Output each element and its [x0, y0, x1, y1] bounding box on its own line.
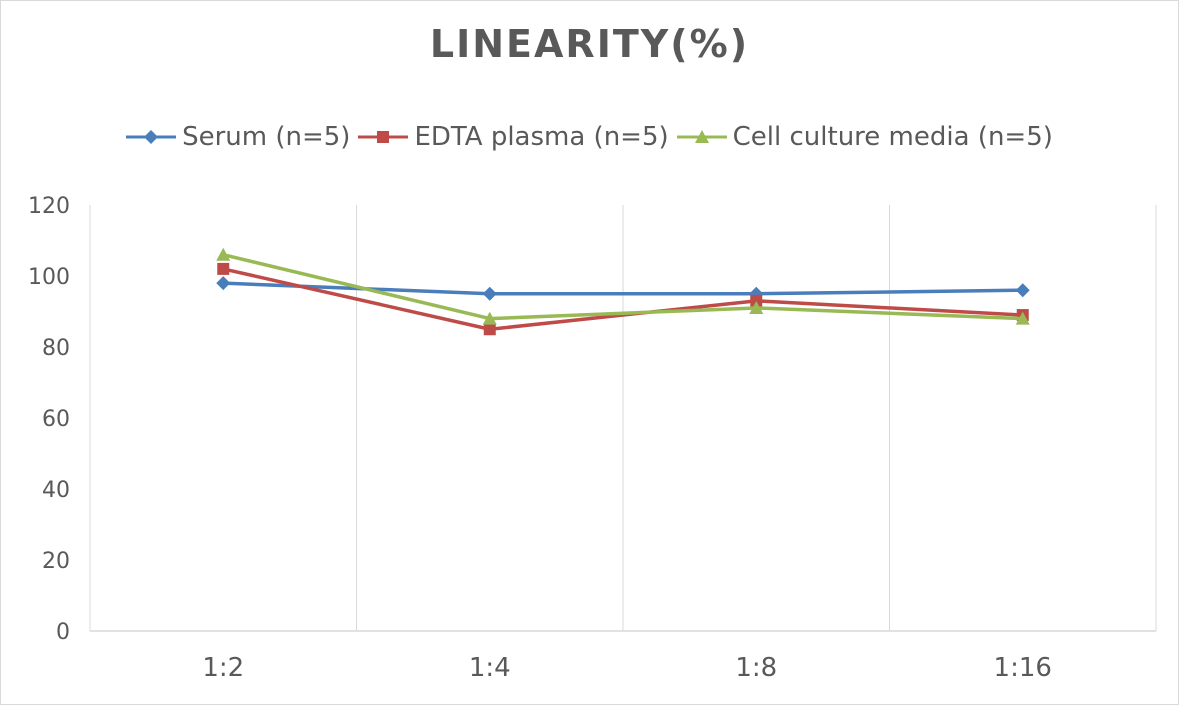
y-tick-label: 120: [28, 194, 70, 219]
series-line-1: [222, 267, 1023, 331]
legend-label-edta: EDTA plasma (n=5): [414, 122, 669, 152]
data-point-edta: [483, 323, 496, 336]
y-tick-label: 20: [42, 549, 70, 574]
data-point-cell-culture: [216, 247, 231, 261]
legend-marker-edta: [358, 131, 409, 143]
x-tick-label: 1:16: [994, 653, 1052, 683]
data-point-serum: [482, 286, 497, 301]
data-point-edta: [750, 294, 763, 307]
y-tick-label: 0: [56, 620, 70, 645]
y-tick-label: 60: [42, 407, 70, 432]
y-tick-label: 80: [42, 336, 70, 361]
legend-label-serum: Serum (n=5): [182, 122, 351, 152]
chart-title: LINEARITY(%): [429, 22, 750, 66]
data-point-cell-culture: [749, 300, 764, 314]
x-tick-label: 1:8: [735, 653, 777, 683]
data-point-serum: [1015, 283, 1030, 298]
x-tick-label: 1:4: [469, 653, 511, 683]
legend-label-cell-culture: Cell culture media (n=5): [732, 122, 1053, 152]
data-point-serum: [216, 276, 231, 291]
data-point-cell-culture: [482, 311, 497, 325]
y-tick-label: 40: [42, 478, 70, 503]
data-point-cell-culture: [1015, 311, 1030, 325]
legend-marker-serum: [126, 130, 177, 144]
legend-marker-cell-culture: [676, 130, 727, 143]
legend-item-serum: Serum (n=5): [126, 122, 350, 152]
y-tick-label: 100: [28, 265, 70, 290]
data-point-edta: [217, 262, 230, 275]
series-line-2: [222, 252, 1023, 321]
legend-item-edta: EDTA plasma (n=5): [358, 122, 669, 152]
x-tick-label: 1:2: [202, 653, 244, 683]
legend: Serum (n=5) EDTA plasma (n=5) Cell cultu…: [0, 122, 1179, 152]
legend-item-cell-culture: Cell culture media (n=5): [676, 122, 1053, 152]
